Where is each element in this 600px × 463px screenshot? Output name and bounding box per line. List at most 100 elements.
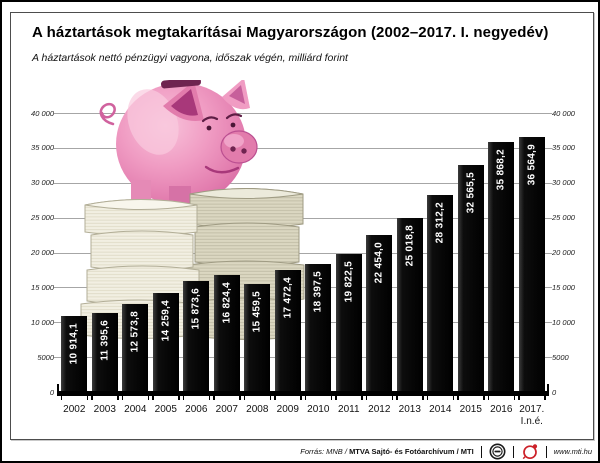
y-tick-label-right: 30 000	[552, 178, 575, 188]
x-tick-label: 2002	[63, 404, 86, 415]
x-axis-tick	[208, 396, 210, 400]
x-axis-tick	[544, 396, 546, 400]
bar: 22 454,0	[366, 235, 393, 392]
y-tick-label-right: 35 000	[552, 143, 575, 153]
page-subtitle: A háztartások nettó pénzügyi vagyona, id…	[32, 52, 348, 64]
source-archive: MTVA Sajtó- és Fotóarchívum / MTI	[349, 447, 474, 456]
bar: 36 564,9	[518, 137, 545, 392]
bar-value-label: 32 565,5	[465, 171, 477, 214]
x-tick-label: 2017. I.n.é.	[519, 404, 545, 427]
x-axis-tick	[487, 396, 489, 400]
x-axis-tick	[91, 396, 93, 400]
x-axis-tick	[365, 396, 367, 400]
bar: 17 472,4	[274, 270, 301, 392]
x-tick-label: 2009	[276, 404, 299, 415]
bar-value-label: 28 312,2	[434, 201, 446, 243]
x-tick-label: 2016	[490, 404, 513, 415]
bar: 25 018,8	[396, 217, 423, 392]
footer-separator	[545, 445, 547, 458]
x-axis-tick	[422, 396, 424, 400]
bar-value-label: 36 564,9	[526, 144, 538, 186]
x-axis-tick	[304, 396, 306, 400]
y-tick-label-right: 25 000	[552, 213, 575, 223]
x-axis-tick	[513, 396, 515, 400]
x-axis-tick	[483, 396, 485, 400]
bar-value-label: 22 454,0	[373, 242, 385, 284]
bar-value-label: 16 824,4	[221, 281, 233, 323]
x-axis-tick	[213, 396, 215, 400]
x-axis-tick	[452, 396, 454, 400]
x-axis-endcap	[57, 384, 59, 396]
x-axis-tick	[269, 396, 271, 400]
bar: 15 459,5	[244, 284, 271, 392]
piggy-bank-icon	[99, 77, 258, 208]
x-tick-label: 2008	[246, 404, 269, 415]
x-axis-tick	[147, 396, 149, 400]
grid-line	[54, 252, 552, 254]
x-tick-label: 2006	[185, 404, 208, 415]
grid-line	[54, 147, 552, 149]
y-tick-label-right: 20 000	[552, 248, 575, 257]
y-tick-label-left: 0	[49, 387, 54, 397]
y-tick-label-left: 30 000	[31, 178, 54, 188]
source-prefix: Forrás: MNB /	[300, 447, 350, 456]
x-tick-label: 2010	[307, 404, 330, 415]
bar: 19 822,5	[335, 253, 362, 392]
y-tick-label-left: 25 000	[31, 213, 54, 223]
x-axis-tick	[243, 396, 245, 400]
y-tick-label-right: 5000	[552, 352, 569, 362]
x-axis-tick	[152, 396, 154, 400]
mti-logo-icon	[489, 443, 506, 460]
y-tick-label-right: 15 000	[552, 282, 575, 292]
footer: Forrás: MNB / MTVA Sajtó- és Fotóarchívu…	[10, 443, 592, 460]
page-title: A háztartások megtakarításai Magyarorszá…	[32, 24, 549, 41]
bar: 15 873,6	[183, 281, 210, 392]
x-axis-tick	[335, 396, 337, 400]
x-axis-tick	[178, 396, 180, 400]
bar: 14 259,4	[152, 292, 179, 392]
x-tick-label: 2003	[93, 404, 116, 415]
bar-value-label: 19 822,5	[343, 260, 355, 303]
grid-line	[54, 322, 552, 324]
y-tick-label-left: 20 000	[31, 248, 54, 257]
x-axis-tick	[239, 396, 241, 400]
website-link: www.mti.hu	[553, 447, 592, 456]
y-tick-label-left: 5000	[37, 352, 54, 362]
x-axis-endcap	[547, 384, 549, 396]
x-tick-label: 2011	[338, 404, 360, 415]
bar: 16 824,4	[213, 274, 240, 392]
bar-value-label: 14 259,4	[160, 299, 172, 341]
source-text: Forrás: MNB / MTVA Sajtó- és Fotóarchívu…	[300, 447, 473, 456]
x-axis-tick	[300, 396, 302, 400]
footer-separator	[480, 445, 482, 458]
bar: 12 573,8	[122, 304, 149, 392]
grid-line	[54, 113, 552, 114]
grid-line	[54, 357, 552, 359]
x-tick-label: 2005	[154, 404, 177, 415]
bar-value-label: 15 459,5	[251, 291, 263, 333]
x-tick-label: 2015	[459, 404, 482, 415]
bar-value-label: 25 018,8	[404, 224, 416, 266]
bar: 28 312,2	[427, 194, 454, 392]
y-tick-label-right: 10 000	[552, 317, 575, 327]
x-axis-tick	[457, 396, 459, 400]
bar: 18 397,5	[305, 263, 332, 392]
x-axis-tick	[518, 396, 520, 400]
bar-value-label: 35 868,2	[495, 148, 507, 191]
x-axis-tick	[121, 396, 123, 400]
x-axis-tick	[182, 396, 184, 400]
y-tick-label-left: 10 000	[31, 317, 54, 327]
bar-value-label: 15 873,6	[190, 288, 202, 330]
x-tick-label: 2004	[124, 404, 147, 415]
x-axis-tick	[117, 396, 119, 400]
bar: 10 914,1	[61, 315, 88, 392]
bar: 11 395,6	[91, 312, 118, 392]
bar-value-label: 18 397,5	[312, 270, 324, 313]
x-axis-tick	[330, 396, 332, 400]
x-axis-tick	[274, 396, 276, 400]
x-axis-tick	[361, 396, 363, 400]
bar-value-label: 11 395,6	[99, 319, 111, 361]
bar: 35 868,2	[488, 141, 515, 392]
y-tick-label-right: 0	[552, 387, 557, 397]
